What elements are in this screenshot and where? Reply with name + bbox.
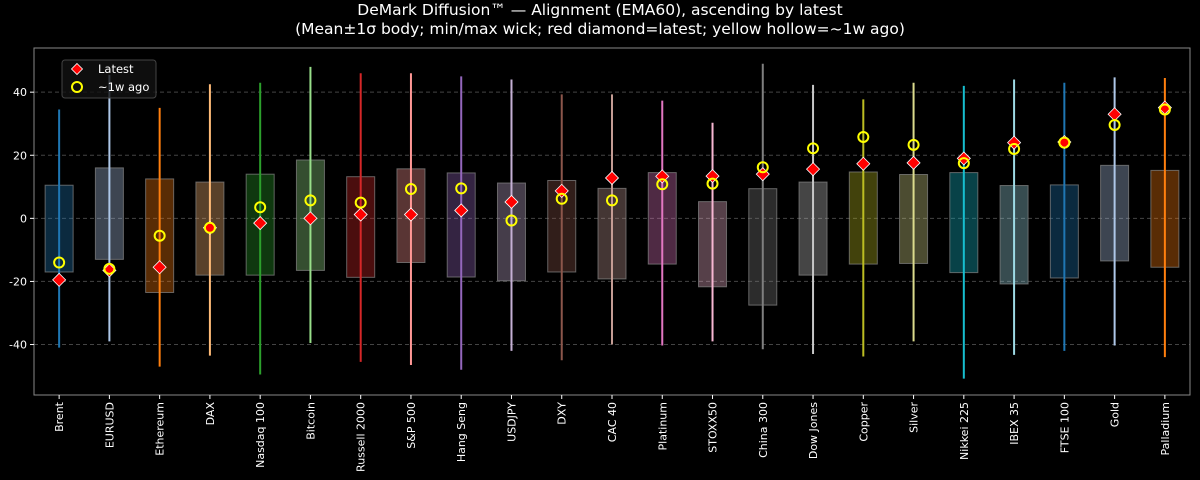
chart-title: DeMark Diffusion™ — Alignment (EMA60), a…: [357, 1, 843, 19]
week-ago-marker: [606, 194, 618, 207]
x-tick-label: Brent: [53, 401, 66, 432]
latest-marker: [1107, 107, 1122, 122]
week-ago-marker: [354, 196, 367, 209]
x-tick-label: Nikkei 225: [958, 402, 971, 460]
week-ago-marker: [1008, 142, 1021, 155]
latest-marker: [705, 169, 720, 184]
latest-marker: [403, 207, 419, 222]
week-ago-marker: [455, 182, 468, 195]
week-ago-marker: [254, 201, 267, 214]
x-tick-label: Platinum: [656, 402, 669, 450]
chart-title-block: DeMark Diffusion™ — Alignment (EMA60), a…: [0, 1, 1200, 39]
x-tick-label: S&P 500: [405, 402, 418, 449]
week-ago-marker: [706, 177, 719, 190]
week-ago-marker: [756, 161, 769, 174]
legend-week-ago-label: ~1w ago: [98, 80, 149, 94]
legend-latest-label: Latest: [98, 62, 134, 76]
latest-marker: [906, 155, 921, 170]
x-tick-label: Bitcoin: [304, 402, 317, 440]
week-ago-marker: [103, 262, 116, 275]
week-ago-marker: [807, 142, 820, 155]
week-ago-marker: [505, 214, 518, 227]
y-tick-label: 0: [20, 212, 27, 225]
x-tick-label: Russell 2000: [355, 402, 368, 472]
x-tick-label: EURUSD: [103, 402, 116, 448]
x-tick-label: DXY: [556, 402, 569, 425]
week-ago-marker: [857, 130, 870, 143]
latest-marker: [303, 211, 318, 226]
week-ago-marker: [555, 192, 568, 205]
latest-marker: [253, 216, 268, 231]
x-tick-label: IBEX 35: [1008, 402, 1021, 445]
legend-week-ago-marker: [71, 81, 83, 93]
legend-latest-marker: [70, 62, 84, 76]
latest-marker: [353, 207, 368, 222]
y-tick-label: -40: [9, 339, 27, 352]
latest-marker: [805, 162, 821, 177]
x-tick-label: STOXX50: [707, 402, 720, 453]
week-ago-marker: [957, 157, 970, 170]
week-ago-marker: [1108, 118, 1121, 131]
x-tick-label: China 300: [757, 402, 770, 458]
x-tick-label: Palladium: [1159, 402, 1172, 455]
chart-subtitle: (Mean±1σ body; min/max wick; red diamond…: [295, 20, 905, 38]
latest-marker: [604, 170, 620, 186]
week-ago-marker: [656, 178, 669, 191]
y-tick-label: -20: [9, 275, 27, 288]
y-tick-label: 40: [13, 86, 27, 99]
x-tick-label: DAX: [204, 402, 217, 426]
x-tick-label: Nasdaq 100: [254, 402, 267, 468]
latest-marker: [52, 272, 67, 287]
week-ago-marker: [53, 256, 66, 269]
y-tick-label: 20: [13, 149, 27, 162]
week-ago-marker: [1058, 136, 1071, 149]
x-tick-label: USDJPY: [505, 402, 518, 442]
x-tick-label: Copper: [857, 402, 870, 442]
legend-box: [61, 59, 157, 99]
x-tick-label: CAC 40: [606, 402, 619, 442]
latest-marker: [504, 194, 519, 210]
x-tick-label: Gold: [1109, 402, 1122, 427]
x-tick-label: Ethereum: [154, 402, 167, 456]
legend: Latest ~1w ago: [61, 59, 157, 99]
week-ago-marker: [907, 138, 920, 151]
week-ago-marker: [153, 229, 166, 242]
x-tick-label: Silver: [908, 402, 921, 433]
latest-marker: [856, 156, 871, 171]
x-tick-label: Dow Jones: [807, 402, 820, 459]
x-tick-label: FTSE 100: [1058, 402, 1071, 453]
week-ago-marker: [203, 221, 216, 234]
week-ago-marker: [1158, 103, 1171, 116]
latest-marker: [152, 260, 167, 275]
x-tick-label: Hang Seng: [455, 402, 468, 462]
week-ago-marker: [404, 183, 417, 196]
latest-marker: [454, 203, 469, 218]
week-ago-marker: [304, 194, 317, 207]
